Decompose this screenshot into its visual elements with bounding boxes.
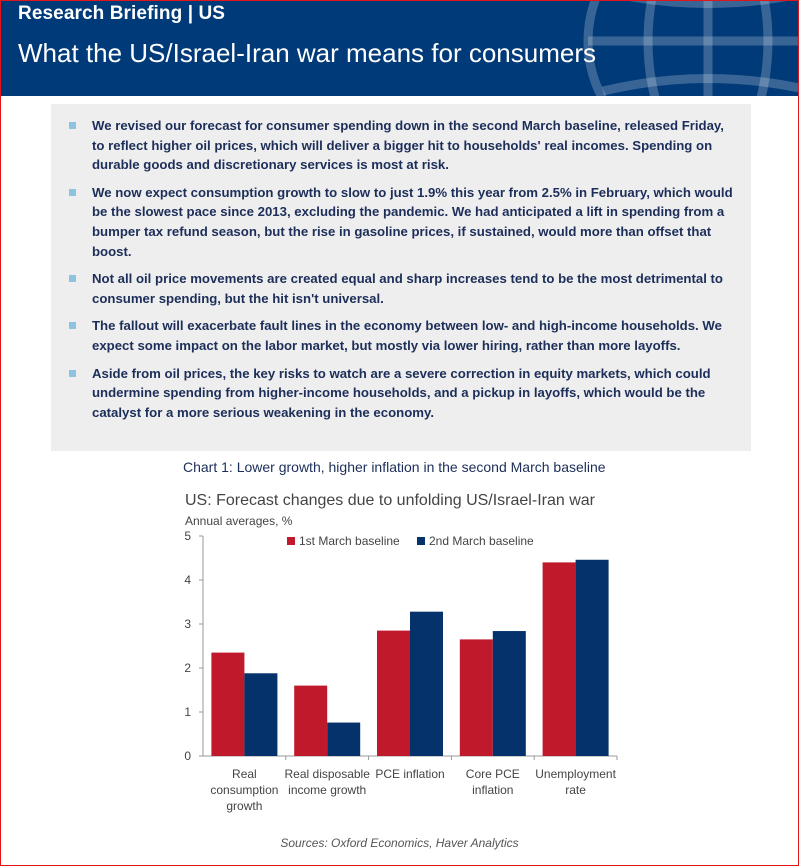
key-point: We revised our forecast for consumer spe… [51,116,751,175]
bar [294,685,328,756]
legend-label: 2nd March baseline [429,534,534,548]
key-point: We now expect consumption growth to slow… [51,183,751,261]
y-tick-label: 2 [184,661,191,675]
bar [410,611,443,756]
y-tick-label: 5 [184,529,191,543]
x-tick-label: Real disposable [285,767,371,781]
bar [244,673,278,756]
key-points-list: We revised our forecast for consumer spe… [51,104,751,422]
key-point: Aside from oil prices, the key risks to … [51,364,751,423]
bullet-square-icon [69,122,76,129]
bullet-square-icon [69,322,76,330]
y-tick-label: 4 [184,573,191,587]
globe-icon [583,1,798,96]
x-tick-label: Real [232,767,257,781]
legend-swatch [417,537,425,545]
bar [327,722,361,756]
x-tick-label: growth [226,799,262,813]
report-kicker: Research Briefing | US [18,3,226,24]
x-tick-label: PCE inflation [375,767,444,781]
x-tick-label: Core PCE [466,767,520,781]
chart-title: US: Forecast changes due to unfolding US… [185,492,595,509]
legend-swatch [287,537,295,545]
x-tick-label: rate [565,783,586,797]
y-tick-label: 0 [184,749,191,763]
y-tick-label: 1 [184,705,191,719]
x-tick-label: Unemployment [535,767,616,781]
key-point: The fallout will exacerbate fault lines … [51,316,751,355]
header-banner: Research Briefing | US What the US/Israe… [1,1,798,96]
key-point-text: The fallout will exacerbate fault lines … [92,318,722,353]
source-note: Sources: Oxford Economics, Haver Analyti… [280,836,519,850]
bar [377,630,410,756]
key-point-text: We now expect consumption growth to slow… [92,184,733,259]
bar [542,562,576,756]
key-point: Not all oil price movements are created … [51,269,751,308]
bar [211,652,245,756]
key-point-text: We revised our forecast for consumer spe… [92,118,724,173]
x-tick-label: inflation [472,783,513,797]
x-tick-label: income growth [288,783,366,797]
bullet-square-icon [69,275,76,283]
key-point-text: Aside from oil prices, the key risks to … [92,365,711,420]
y-tick-label: 3 [184,617,191,631]
chart-caption: Chart 1: Lower growth, higher inflation … [183,459,606,475]
bullet-square-icon [69,369,76,377]
page-title: What the US/Israel-Iran war means for co… [18,38,596,68]
bar [575,559,609,756]
x-tick-label: consumption [210,783,278,797]
bar [459,639,493,756]
bullet-square-icon [69,188,76,196]
summary-box: We revised our forecast for consumer spe… [51,104,751,451]
chart-unit-label: Annual averages, % [185,514,293,528]
legend-label: 1st March baseline [299,534,400,548]
key-point-text: Not all oil price movements are created … [92,271,723,306]
bar [492,631,526,756]
